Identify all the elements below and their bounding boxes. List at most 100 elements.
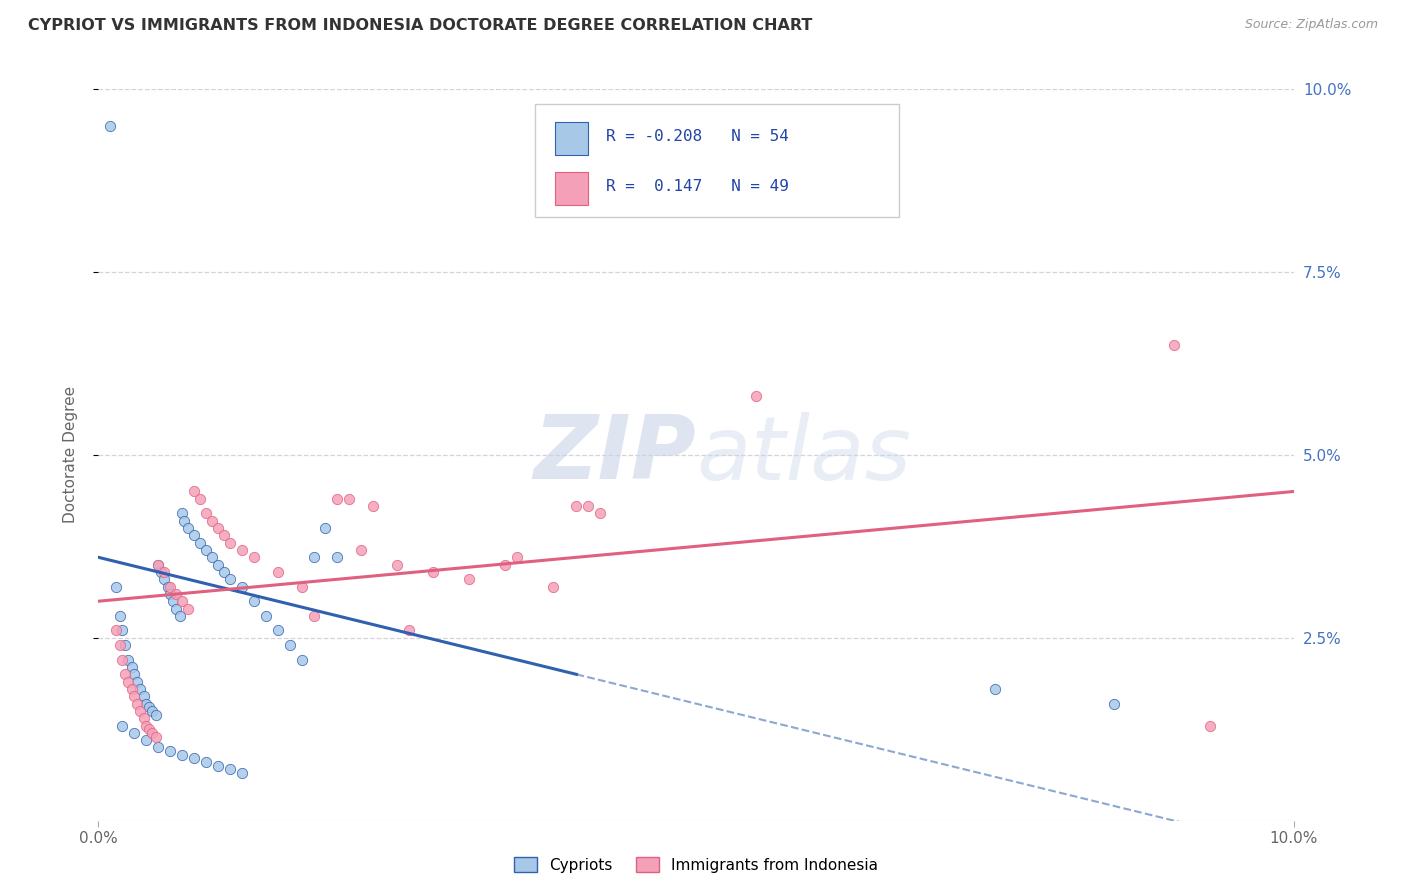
Point [576,499,599,513]
Text: CYPRIOT VS IMMIGRANTS FROM INDONESIA DOCTORATE DEGREE CORRELATION CHART: CYPRIOT VS IMMIGRANTS FROM INDONESIA DOC… [28,18,813,33]
Point [121,681,143,696]
Point [138,723,160,737]
Point [290,653,312,667]
Point [172,747,194,762]
Point [565,499,588,513]
Point [984,681,1007,696]
Point [350,543,373,558]
Point [145,707,167,722]
Point [745,389,768,403]
Point [589,507,612,521]
Point [141,726,163,740]
Point [138,700,160,714]
Point [169,608,191,623]
Point [129,681,152,696]
Point [243,550,266,565]
Point [219,535,242,549]
Legend: Cypriots, Immigrants from Indonesia: Cypriots, Immigrants from Indonesia [508,851,884,879]
Point [148,558,170,572]
Point [243,594,266,608]
Point [129,704,152,718]
Point [339,491,360,506]
Point [231,580,253,594]
Point [290,580,312,594]
Point [195,507,218,521]
Point [105,624,128,638]
Point [326,550,349,565]
Point [278,638,301,652]
Point [267,624,290,638]
Point [267,565,290,579]
Point [165,587,187,601]
Point [231,543,253,558]
Point [172,594,194,608]
Point [398,624,420,638]
Point [165,601,187,615]
Point [124,667,146,681]
Point [183,751,205,765]
Point [114,667,136,681]
Point [173,514,195,528]
Point [422,565,444,579]
Text: R = -0.208   N = 54: R = -0.208 N = 54 [606,128,789,144]
Text: ZIP: ZIP [533,411,696,499]
Point [541,580,564,594]
Point [159,744,181,758]
Point [141,704,163,718]
Point [108,638,131,652]
Text: atlas: atlas [696,412,911,498]
Point [121,660,143,674]
Point [385,558,409,572]
Point [254,608,277,623]
Point [153,572,176,586]
Point [111,653,134,667]
Point [195,543,218,558]
Text: R =  0.147   N = 49: R = 0.147 N = 49 [606,179,789,194]
Point [1163,338,1185,352]
Point [135,733,157,747]
Point [162,594,184,608]
Point [117,674,139,689]
Point [148,740,170,755]
Point [361,499,384,513]
Point [326,491,349,506]
Point [183,484,205,499]
Point [207,521,229,535]
Point [302,550,325,565]
Point [132,690,155,704]
Point [153,565,176,579]
Point [135,718,157,732]
Point [201,550,224,565]
Point [125,697,148,711]
Point [231,766,253,780]
Point [207,758,229,772]
Point [219,763,242,777]
Point [117,653,139,667]
Point [314,521,337,535]
Point [148,558,170,572]
Point [302,608,325,623]
Point [108,608,131,623]
Point [195,755,218,769]
Point [506,550,529,565]
Point [494,558,516,572]
Point [149,565,172,579]
Point [212,565,235,579]
Point [124,726,146,740]
Point [1198,718,1220,732]
FancyBboxPatch shape [534,103,900,218]
Point [183,528,205,542]
Point [145,730,167,744]
Point [172,507,194,521]
Point [177,521,200,535]
Text: Source: ZipAtlas.com: Source: ZipAtlas.com [1244,18,1378,31]
Point [111,718,134,732]
Y-axis label: Doctorate Degree: Doctorate Degree [63,386,77,524]
Point [125,674,148,689]
Point [201,514,224,528]
Point [124,690,146,704]
Point [111,624,134,638]
Point [458,572,481,586]
Bar [555,172,589,205]
Point [105,580,128,594]
